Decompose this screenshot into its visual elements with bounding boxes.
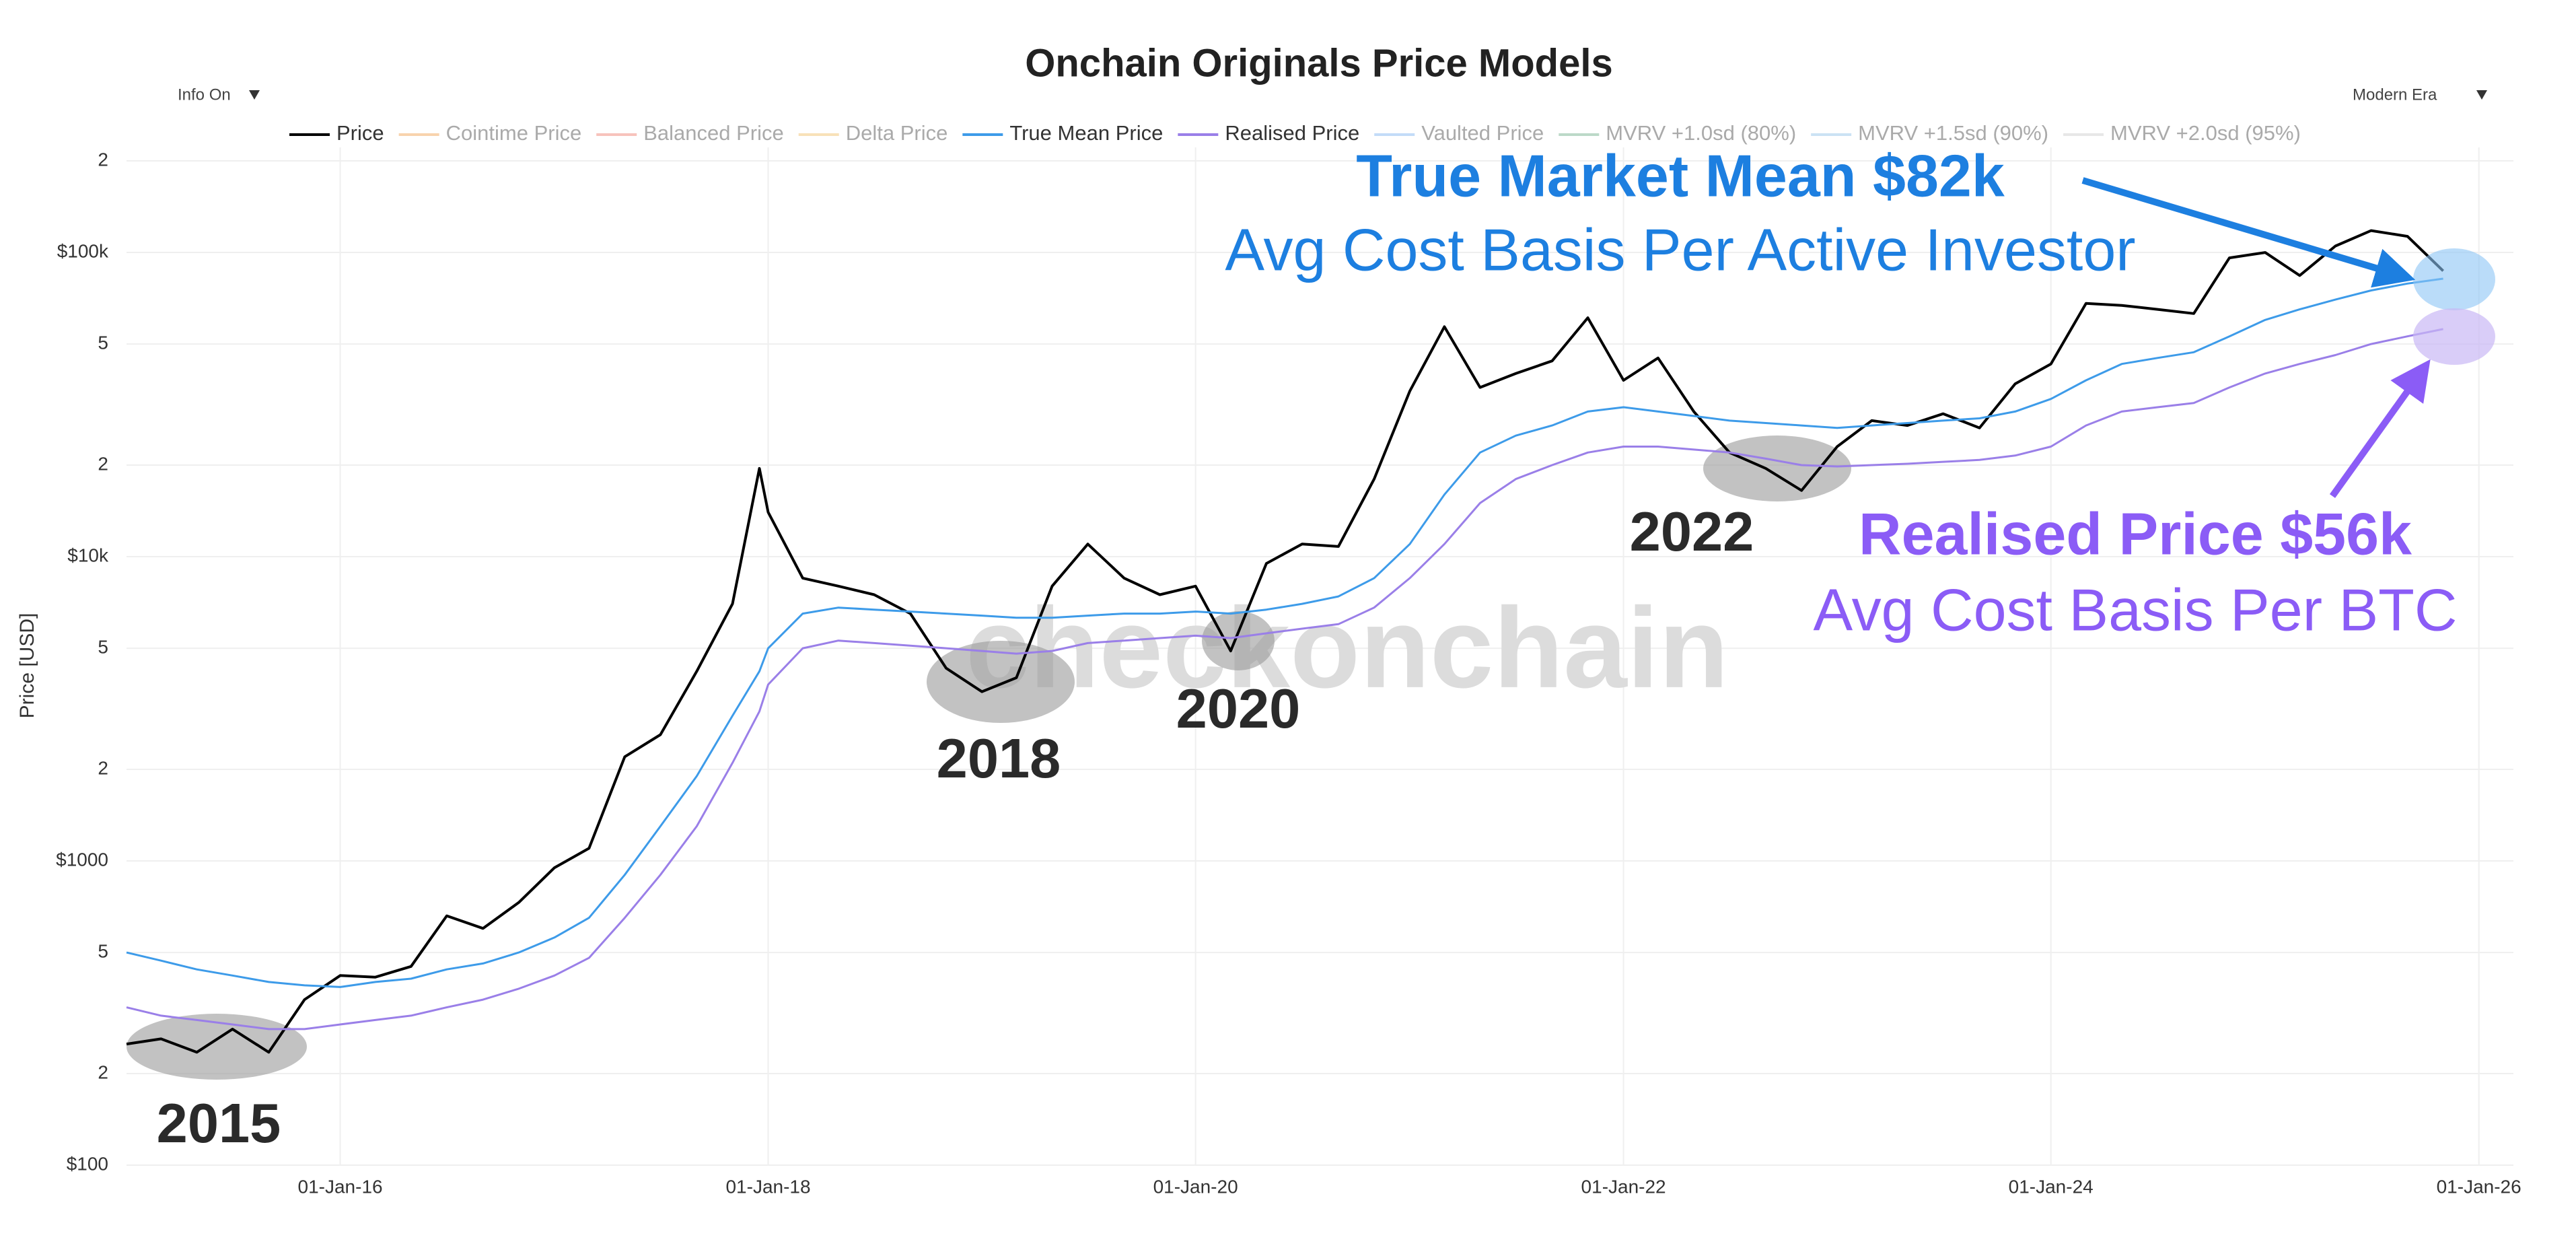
y-axis-label: Price [USD] [16,613,38,719]
arrow [2329,359,2431,498]
y-tick-label: $10k [67,545,109,565]
legend-label[interactable]: True Mean Price [1009,121,1163,145]
annotation: Realised Price $56k [1859,500,2412,567]
legend-label[interactable]: MVRV +1.0sd (80%) [1606,121,1796,145]
chart-title: Onchain Originals Price Models [1025,41,1612,85]
legend-label[interactable]: Vaulted Price [1421,121,1544,145]
x-tick-label: 01-Jan-16 [298,1176,383,1197]
x-tick-label: 01-Jan-20 [1153,1176,1238,1197]
highlight-ellipse [1703,435,1851,501]
highlight-ellipse [927,641,1075,723]
year-label: 2018 [937,727,1061,790]
legend-label[interactable]: Realised Price [1225,121,1359,145]
annotation: True Market Mean $82k [1356,142,2005,209]
arrow [2081,177,2416,288]
y-tick-label: 5 [98,636,108,657]
highlights [127,435,1851,1080]
era-select[interactable]: Modern Era [2353,85,2437,104]
y-tick-label: $100 [67,1153,108,1174]
y-tick-label: 2 [98,1061,108,1082]
highlight-circle [2413,308,2495,365]
y-tick-label: 2 [98,757,108,778]
highlight-ellipse [1202,611,1275,670]
legend-label[interactable]: MVRV +2.0sd (95%) [2110,121,2301,145]
highlight-circle [2413,248,2495,310]
year-label: 2022 [1630,500,1754,563]
legend-label[interactable]: Balanced Price [643,121,784,145]
y-tick-label: $100k [57,240,109,261]
legend-label[interactable]: Cointime Price [446,121,582,145]
legend-label[interactable]: Delta Price [846,121,948,145]
annotation: Avg Cost Basis Per Active Investor [1225,216,2135,283]
highlight-ellipse [127,1014,307,1080]
y-tick-label: $1000 [56,849,108,870]
y-tick-label: 5 [98,333,108,353]
dropdown-arrow[interactable] [2476,90,2487,100]
series-line [126,229,2444,1054]
x-tick-label: 01-Jan-18 [725,1176,810,1197]
legend-label[interactable]: Price [336,121,384,145]
x-tick-label: 01-Jan-22 [1581,1176,1666,1197]
watermark: checkonchain [966,584,1729,712]
y-tick-label: 5 [98,940,108,961]
x-tick-label: 01-Jan-24 [2009,1176,2094,1197]
annotation: Avg Cost Basis Per BTC [1814,576,2458,643]
y-tick-label: 2 [98,149,108,170]
dropdown-arrow[interactable] [249,90,260,100]
legend-label[interactable]: MVRV +1.5sd (90%) [1858,121,2048,145]
x-tick-label: 01-Jan-26 [2437,1176,2521,1197]
year-label: 2015 [157,1092,281,1154]
series-line [126,277,2443,988]
year-label: 2020 [1176,677,1301,740]
y-tick-label: 2 [98,453,108,474]
info-toggle[interactable]: Info On [178,85,231,104]
series-line [126,328,2443,1031]
